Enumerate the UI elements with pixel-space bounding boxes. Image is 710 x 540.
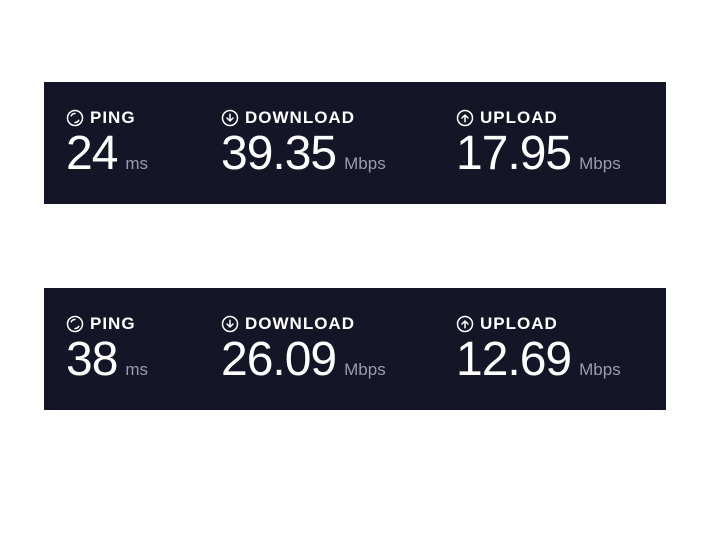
ping-value-row: 24 ms — [66, 130, 221, 178]
ping-value: 38 — [66, 336, 117, 384]
ping-icon — [66, 315, 84, 333]
upload-value-row: 17.95 Mbps — [456, 130, 644, 178]
download-unit: Mbps — [344, 360, 386, 380]
upload-metric: UPLOAD 12.69 Mbps — [456, 314, 644, 384]
speedtest-panel: PING 24 ms DOWNLOAD 39.35 Mbps UPLOAD 17… — [44, 82, 666, 204]
download-label: DOWNLOAD — [245, 108, 355, 128]
download-value: 26.09 — [221, 336, 336, 384]
download-metric: DOWNLOAD 39.35 Mbps — [221, 108, 456, 178]
upload-unit: Mbps — [579, 360, 621, 380]
ping-label: PING — [90, 314, 136, 334]
speedtest-panel: PING 38 ms DOWNLOAD 26.09 Mbps UPLOAD 12… — [44, 288, 666, 410]
ping-metric: PING 24 ms — [66, 108, 221, 178]
ping-value-row: 38 ms — [66, 336, 221, 384]
ping-unit: ms — [125, 154, 148, 174]
upload-value: 12.69 — [456, 336, 571, 384]
ping-label-row: PING — [66, 108, 221, 128]
upload-value: 17.95 — [456, 130, 571, 178]
upload-label-row: UPLOAD — [456, 108, 644, 128]
download-label-row: DOWNLOAD — [221, 108, 456, 128]
download-unit: Mbps — [344, 154, 386, 174]
upload-icon — [456, 315, 474, 333]
ping-value: 24 — [66, 130, 117, 178]
download-value-row: 39.35 Mbps — [221, 130, 456, 178]
download-icon — [221, 315, 239, 333]
upload-metric: UPLOAD 17.95 Mbps — [456, 108, 644, 178]
download-metric: DOWNLOAD 26.09 Mbps — [221, 314, 456, 384]
download-label: DOWNLOAD — [245, 314, 355, 334]
upload-label-row: UPLOAD — [456, 314, 644, 334]
download-icon — [221, 109, 239, 127]
upload-icon — [456, 109, 474, 127]
upload-unit: Mbps — [579, 154, 621, 174]
ping-icon — [66, 109, 84, 127]
upload-value-row: 12.69 Mbps — [456, 336, 644, 384]
ping-label-row: PING — [66, 314, 221, 334]
ping-label: PING — [90, 108, 136, 128]
ping-metric: PING 38 ms — [66, 314, 221, 384]
ping-unit: ms — [125, 360, 148, 380]
download-value: 39.35 — [221, 130, 336, 178]
upload-label: UPLOAD — [480, 108, 558, 128]
upload-label: UPLOAD — [480, 314, 558, 334]
download-value-row: 26.09 Mbps — [221, 336, 456, 384]
download-label-row: DOWNLOAD — [221, 314, 456, 334]
